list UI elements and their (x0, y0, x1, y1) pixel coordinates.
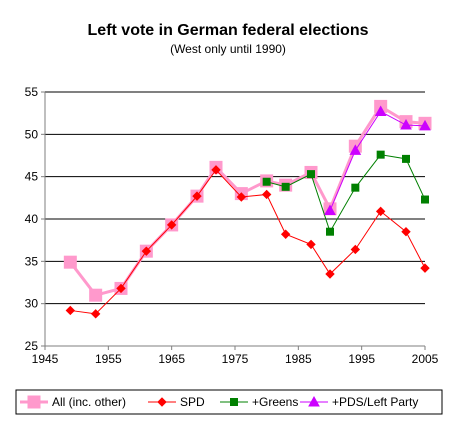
data-point-3-4 (419, 119, 431, 131)
data-point-1-15 (420, 263, 430, 273)
data-point-1-6 (211, 165, 221, 175)
y-tick-label-40: 40 (25, 212, 39, 226)
series-2 (262, 150, 429, 236)
x-tick-label-1975: 1975 (222, 352, 249, 366)
tick-labels: 25 30 35 40 45 50 55 1945 1955 1965 1975 1985 1995 20… (25, 85, 439, 366)
legend-swatch-marker-0 (27, 395, 41, 409)
legend-item-3: +PDS/Left Party (300, 395, 418, 409)
legend-item-2: +Greens (220, 395, 298, 409)
legend-label-0: All (inc. other) (52, 395, 126, 409)
data-point-1-4 (166, 220, 177, 230)
series-line-2 (266, 154, 426, 233)
x-tick-label-1945: 1945 (32, 352, 59, 366)
y-tick-label-50: 50 (25, 127, 39, 141)
chart-title: Left vote in German federal elections (88, 22, 369, 39)
x-tick-label-1965: 1965 (158, 352, 185, 366)
data-point-3-2 (374, 105, 387, 116)
data-point-2-3 (326, 227, 334, 236)
data-point-1-9 (280, 229, 291, 239)
y-tick-label-25: 25 (25, 339, 39, 353)
legend-label-3: +PDS/Left Party (332, 395, 418, 409)
y-tick-label-35: 35 (25, 254, 39, 268)
data-point-1-12 (350, 244, 361, 255)
series-3 (324, 105, 431, 216)
series-layer (63, 99, 432, 319)
data-point-2-6 (402, 154, 410, 163)
legend-label-2: +Greens (252, 395, 298, 409)
data-point-1-3 (141, 246, 152, 256)
data-point-1-8 (261, 189, 272, 200)
x-tick-label-1955: 1955 (95, 352, 122, 366)
data-point-1-14 (401, 226, 411, 237)
axes (41, 91, 426, 350)
y-tick-label-55: 55 (25, 85, 39, 99)
x-tick-label-2005: 2005 (412, 352, 439, 366)
data-point-0-0 (63, 255, 77, 269)
data-point-3-1 (349, 144, 362, 155)
data-point-1-7 (236, 192, 247, 202)
series-line-1 (70, 169, 426, 315)
data-point-1-1 (90, 309, 101, 319)
legend-swatch-marker-1 (157, 397, 167, 407)
legend: All (inc. other) SPD +Greens +PDS/Left Part… (15, 389, 443, 415)
data-point-2-2 (307, 170, 315, 179)
gridlines (45, 91, 425, 305)
data-point-3-0 (324, 204, 336, 216)
legend-item-0: All (inc. other) (20, 395, 126, 409)
data-point-1-11 (325, 269, 335, 279)
x-tick-label-1995: 1995 (348, 352, 375, 366)
legend-item-1: SPD (148, 395, 205, 409)
data-point-0-1 (89, 288, 103, 302)
data-point-1-2 (116, 283, 126, 294)
legend-swatch-marker-3 (308, 395, 320, 407)
data-point-1-10 (306, 239, 316, 250)
data-point-2-0 (262, 177, 271, 186)
data-point-2-1 (281, 182, 290, 191)
data-point-1-0 (65, 305, 76, 316)
y-tick-label-45: 45 (25, 170, 39, 184)
data-point-2-4 (351, 183, 360, 192)
x-tick-label-1985: 1985 (285, 352, 312, 366)
legend-label-1: SPD (180, 395, 205, 409)
series-0 (63, 99, 432, 302)
series-1 (65, 165, 430, 319)
plot-area: 25 30 35 40 45 50 55 1945 1955 1965 1975 1985 1995 20… (25, 85, 439, 366)
chart-subtitle: (West only until 1990) (170, 42, 286, 56)
data-point-1-5 (192, 191, 202, 201)
data-point-1-13 (375, 206, 386, 217)
data-point-2-5 (376, 150, 385, 159)
data-point-2-7 (421, 195, 429, 204)
y-tick-label-30: 30 (25, 297, 39, 311)
data-point-3-3 (400, 118, 412, 130)
legend-swatch-marker-2 (230, 398, 238, 406)
